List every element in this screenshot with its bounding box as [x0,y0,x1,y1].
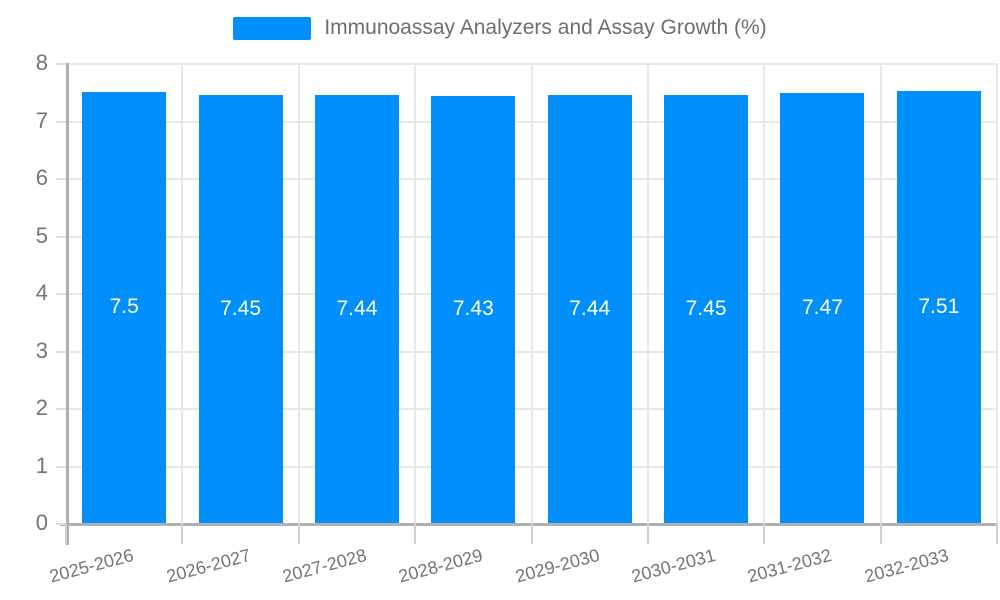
bar-2031-2032[interactable] [780,93,865,523]
x-tick-3 [414,523,417,544]
bar-2032-2033[interactable] [896,91,981,523]
gridline-x-7 [879,63,882,523]
x-tick-1 [181,523,184,544]
y-axis-label-1: 1 [35,452,48,478]
y-tick-0 [56,523,66,525]
gridline-x-4 [530,63,533,523]
x-tick-8 [996,523,998,544]
gridline-x-3 [414,63,417,523]
bar-2028-2029[interactable] [431,95,516,523]
y-tick-1 [56,465,66,468]
bar-value-label: 7.45 [220,296,261,320]
y-tick-7 [56,120,66,123]
y-axis-label-4: 4 [35,280,48,305]
y-axis-label-7: 7 [35,107,48,133]
x-tick-5 [646,523,649,544]
x-tick-4 [530,523,533,544]
y-axis-label-3: 3 [35,337,48,363]
x-tick-7 [879,523,882,544]
y-axis-label-5: 5 [35,222,48,248]
gridline-x-6 [763,63,766,523]
y-tick-3 [56,350,66,353]
bar-value-label: 7.51 [918,295,960,319]
bar-2026-2027[interactable] [198,94,283,523]
bar-value-label: 7.44 [336,297,378,321]
legend-label: Immunoassay Analyzers and Assay Growth (… [324,16,767,39]
plot-area: 7.5 7.45 7.44 7.43 7.44 7.45 7.47 7.51 [66,63,998,523]
y-tick-2 [56,408,66,410]
bar-value-label: 7.47 [802,296,843,320]
bar-value-label: 7.5 [109,295,139,319]
x-tick-0 [65,523,67,544]
gridline-x-8 [996,63,998,523]
y-tick-6 [56,178,66,180]
bar-2025-2026[interactable] [82,91,167,523]
gridline-x-1 [181,63,184,523]
legend-swatch [233,16,312,40]
y-axis-label-0: 0 [35,510,48,535]
y-axis-label-2: 2 [35,395,48,420]
y-axis-label-8: 8 [35,50,48,75]
bar-value-label: 7.43 [452,297,494,321]
x-tick-6 [763,523,766,544]
bar-value-label: 7.45 [685,296,727,320]
legend[interactable]: Immunoassay Analyzers and Assay Growth (… [0,16,1000,40]
gridline-x-2 [297,63,300,523]
x-tick-2 [297,523,300,544]
bar-2027-2028[interactable] [314,95,399,523]
y-axis-line [66,63,69,545]
bar-value-label: 7.44 [569,297,611,321]
y-tick-5 [56,235,66,238]
gridline-x-5 [646,63,649,523]
bar-2030-2031[interactable] [664,94,749,523]
y-tick-8 [56,63,66,65]
x-axis-line [60,523,997,526]
y-tick-4 [56,293,66,295]
y-axis-label-6: 6 [35,165,48,190]
bar-2029-2030[interactable] [547,95,632,523]
